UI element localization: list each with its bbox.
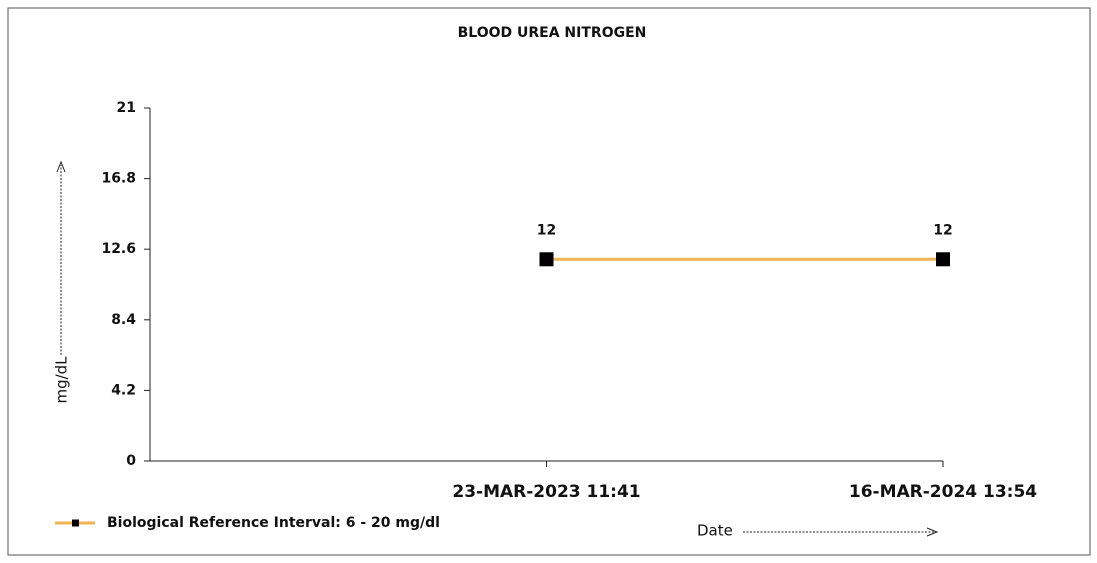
data-label: 12 xyxy=(933,222,952,238)
chart-title: BLOOD UREA NITROGEN xyxy=(458,25,647,41)
marker xyxy=(539,252,554,267)
y-axis-arrowhead xyxy=(56,160,66,173)
x-axis-arrowhead xyxy=(926,527,939,537)
x-tick-label: 16-MAR-2024 13:54 xyxy=(849,482,1037,502)
y-tick-label: 8.4 xyxy=(111,312,136,328)
y-tick-label: 21 xyxy=(117,100,136,116)
legend-marker xyxy=(72,519,79,527)
x-axis-label: Date xyxy=(697,522,733,540)
legend-label: Biological Reference Interval: 6 - 20 mg… xyxy=(107,515,440,531)
y-tick-label: 4.2 xyxy=(111,382,136,398)
y-axis-label: mg/dL xyxy=(53,356,71,404)
y-tick-label: 12.6 xyxy=(101,241,136,257)
marker xyxy=(936,252,950,267)
x-tick-label: 23-MAR-2023 11:41 xyxy=(452,482,640,502)
y-tick-label: 16.8 xyxy=(101,171,136,187)
y-tick-label: 0 xyxy=(126,453,136,469)
data-label: 12 xyxy=(537,222,556,238)
chart-frame xyxy=(7,7,1091,556)
